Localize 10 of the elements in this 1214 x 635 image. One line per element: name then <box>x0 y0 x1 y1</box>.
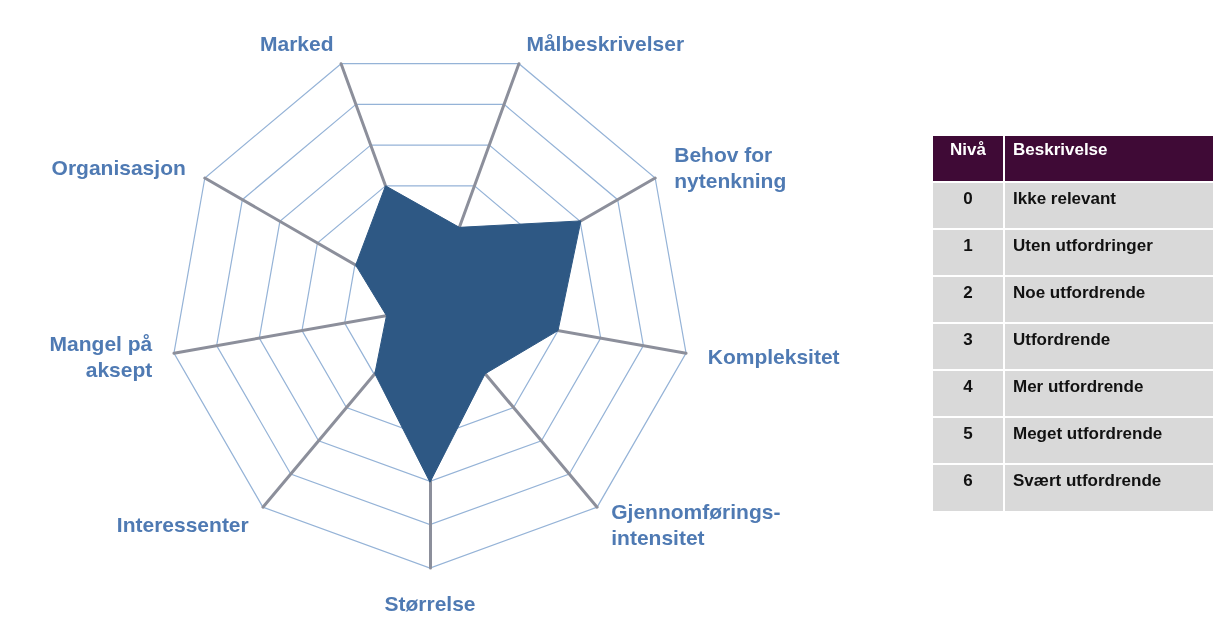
spoke-label: Størrelse <box>384 591 476 615</box>
level-table: Nivå Beskrivelse 0 Ikke relevant 1 Uten utfordringer 2 Noe utfordrende 3 Utfordrende 4 Mer utfordrende 5 Meget utfordrende 6 Svært utfordrende <box>933 136 1213 511</box>
spoke-label: Kompleksitet <box>707 345 840 369</box>
spoke-label: Målbeskrivelser <box>526 31 685 55</box>
spoke-label: Behov for nytenkning <box>674 142 787 192</box>
spoke-label: Organisasjon <box>51 155 186 179</box>
spoke-label: Marked <box>260 31 334 55</box>
spoke-label: Gjennomførings- intensitet <box>611 499 781 549</box>
spoke-label: Mangel på aksept <box>49 332 153 382</box>
spoke-label: Interessenter <box>116 512 249 536</box>
